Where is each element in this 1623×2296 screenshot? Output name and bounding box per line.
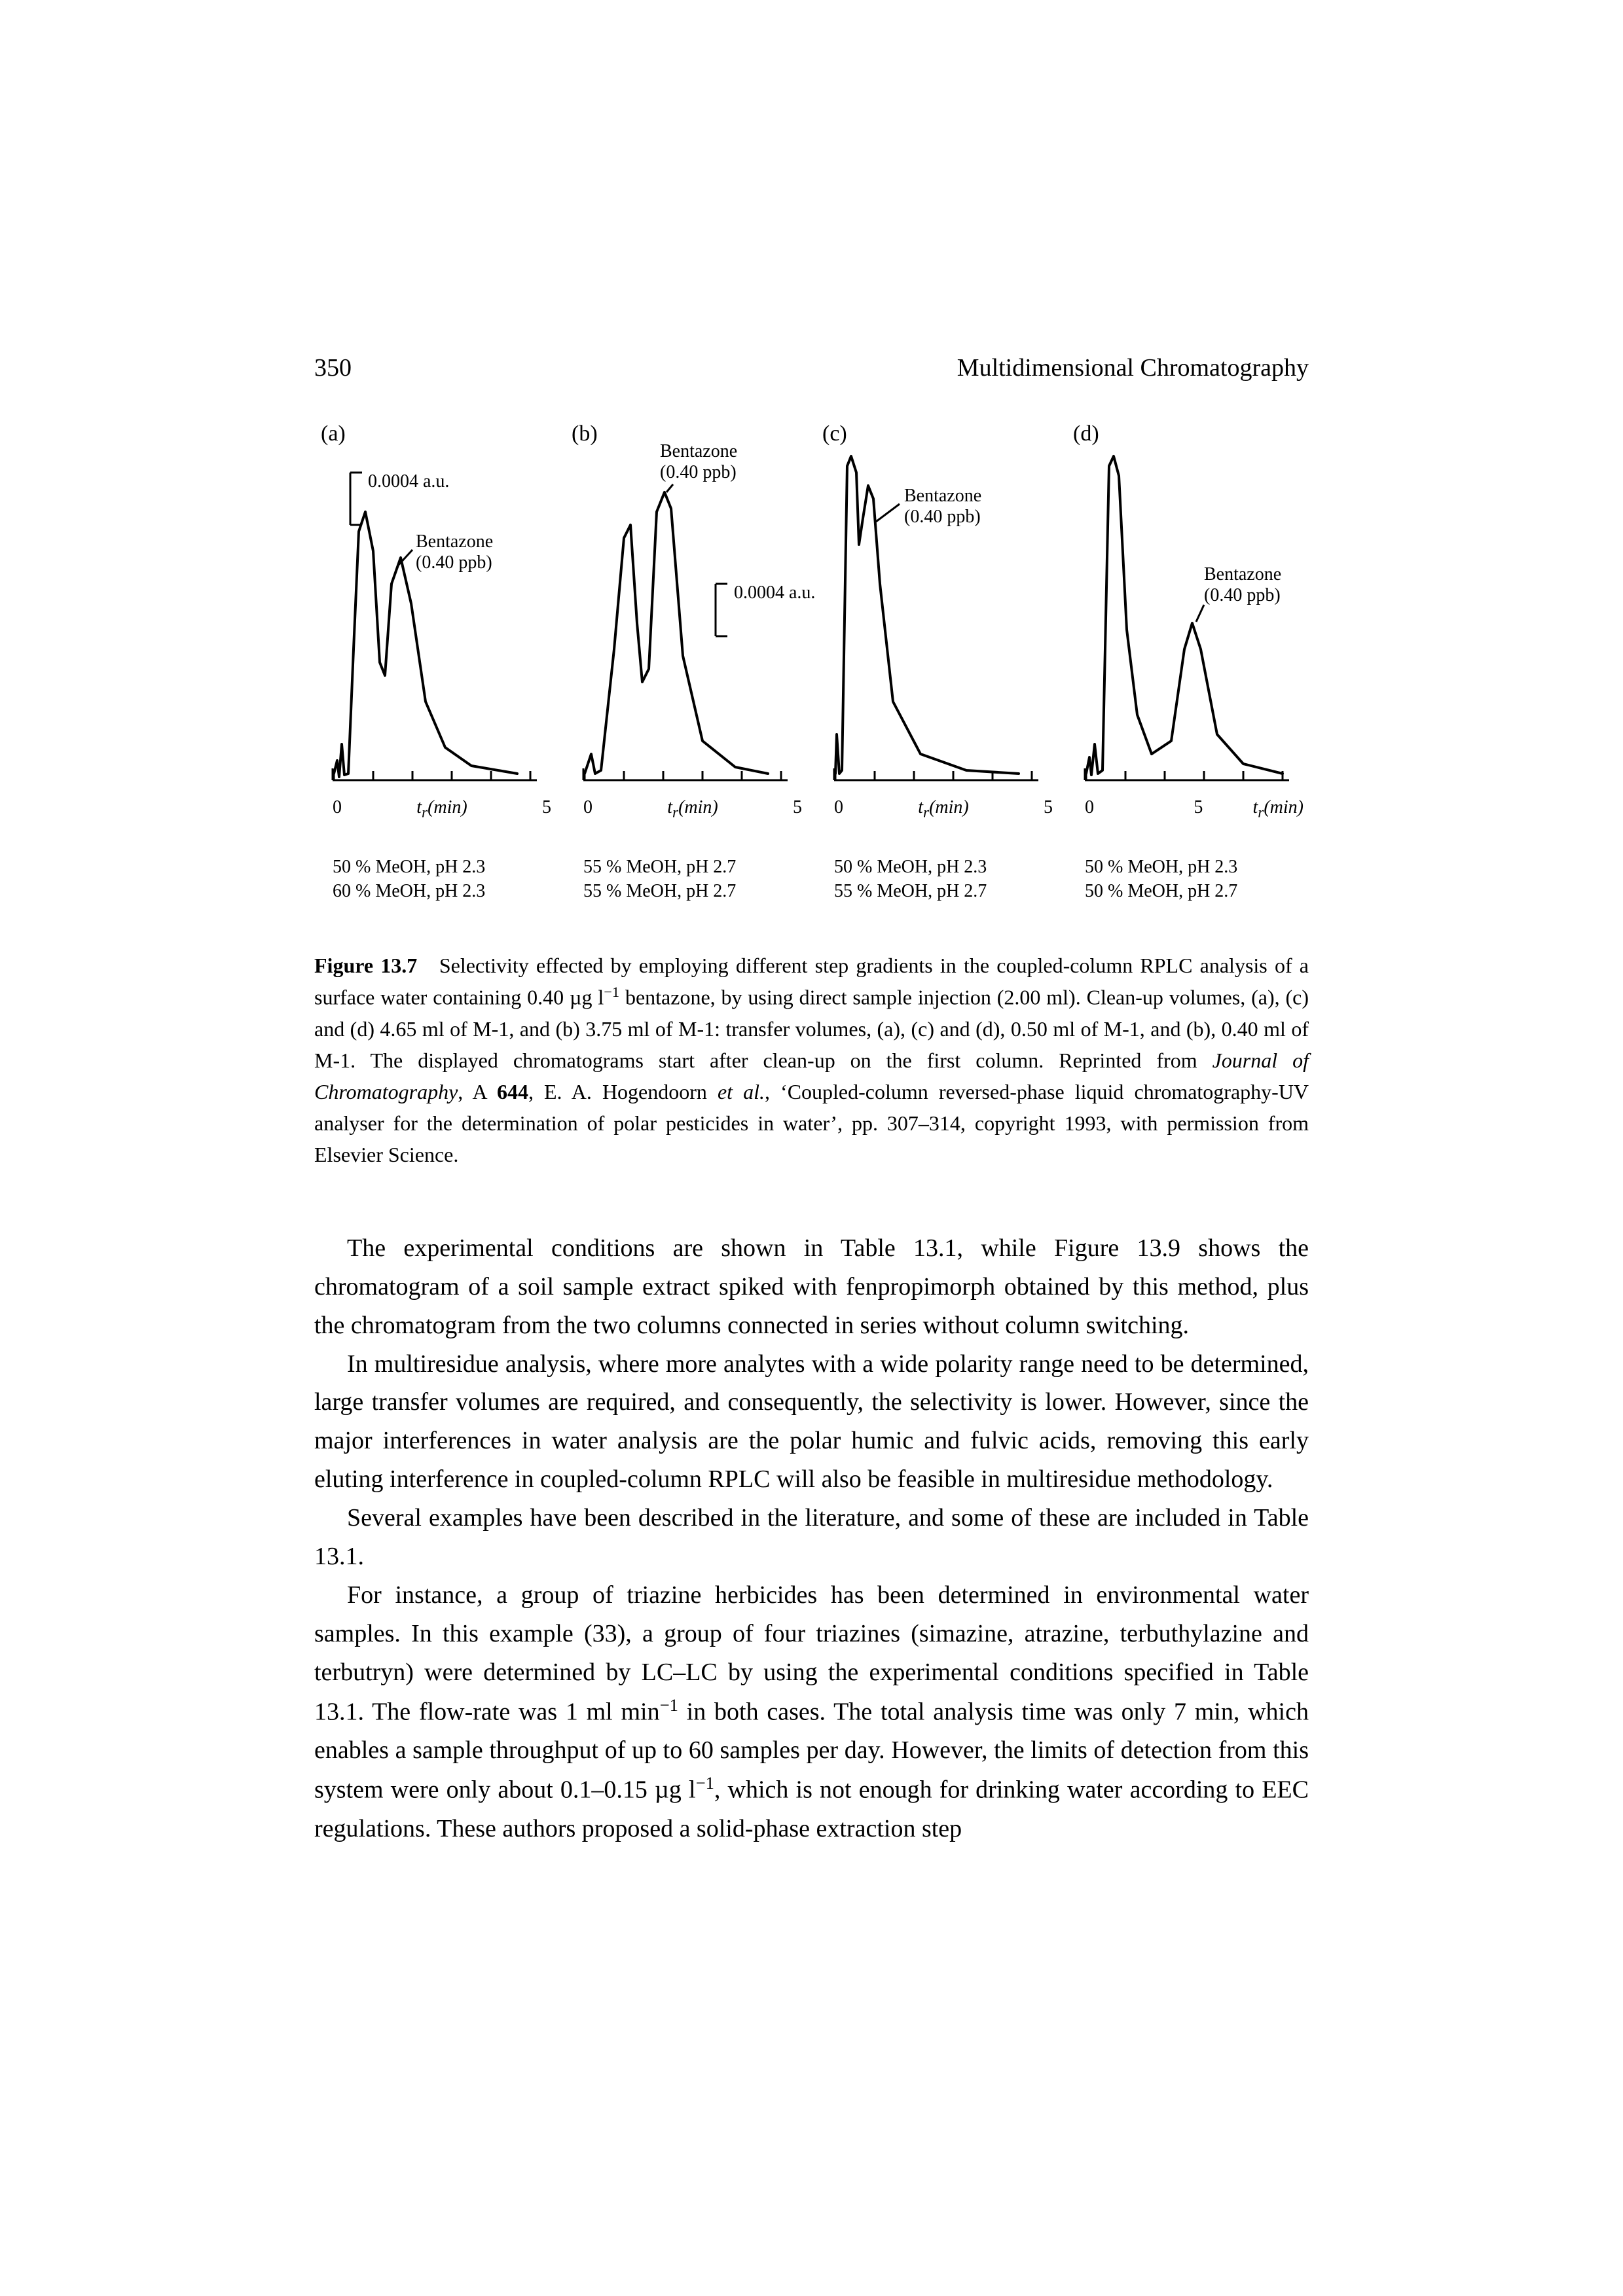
- scale-label: 0.0004 a.u.: [734, 583, 815, 603]
- caption-sup: −1: [604, 984, 619, 1000]
- caption-vol: 644: [497, 1080, 528, 1103]
- x-axis-labels: 0tr(min)5: [816, 797, 1058, 822]
- panel-conditions: 50 % MeOH, pH 2.360 % MeOH, pH 2.3: [314, 855, 556, 905]
- chromatogram: Bentazone(0.40 ppb): [816, 453, 1058, 793]
- panel-conditions: 50 % MeOH, pH 2.355 % MeOH, pH 2.7: [816, 855, 1058, 905]
- p4-sup2: −1: [696, 1773, 714, 1793]
- paragraph-4: For instance, a group of triazine herbic…: [314, 1576, 1309, 1848]
- panel-conditions: 50 % MeOH, pH 2.350 % MeOH, pH 2.7: [1067, 855, 1309, 905]
- x-axis-labels: 0tr(min)5: [565, 797, 807, 822]
- figure-panel-4: (d) Bentazone(0.40 ppb) 05tr(min) 50 % MeOH…: [1067, 422, 1309, 904]
- page: 350 Multidimensional Chromatography (a) 0…: [0, 0, 1623, 2296]
- peak-label: Bentazone(0.40 ppb): [416, 531, 493, 573]
- figure-panel-3: (c) Bentazone(0.40 ppb) 0tr(min)5 50 % MeOH…: [816, 422, 1058, 904]
- panel-label: (a): [314, 422, 556, 446]
- panel-conditions: 55 % MeOH, pH 2.755 % MeOH, pH 2.7: [565, 855, 807, 905]
- x-axis-labels: 0tr(min)5: [314, 797, 556, 822]
- chromatogram: 0.0004 a.u.Bentazone(0.40 ppb): [565, 453, 807, 793]
- figure-13-7: (a) 0.0004 a.u. Bentazone(0.40 ppb) 0tr(min…: [314, 422, 1309, 1170]
- chromatogram: Bentazone(0.40 ppb): [1067, 453, 1309, 793]
- body-text: The experimental conditions are shown in…: [314, 1229, 1309, 1848]
- panel-label: (c): [816, 422, 1058, 446]
- panel-label: (d): [1067, 422, 1309, 446]
- paragraph-3: Several examples have been described in …: [314, 1499, 1309, 1576]
- figure-caption: Figure 13.7 Selectivity effected by empl…: [314, 950, 1309, 1170]
- figure-panel-1: (a) 0.0004 a.u. Bentazone(0.40 ppb) 0tr(min…: [314, 422, 556, 904]
- scale-label: 0.0004 a.u.: [368, 471, 449, 492]
- paragraph-1: The experimental conditions are shown in…: [314, 1229, 1309, 1345]
- peak-label: Bentazone(0.40 ppb): [660, 441, 737, 483]
- caption-etal: et al.: [718, 1080, 765, 1103]
- figure-panels: (a) 0.0004 a.u. Bentazone(0.40 ppb) 0tr(min…: [314, 422, 1309, 904]
- figure-label: Figure 13.7: [314, 954, 417, 977]
- paragraph-2: In multiresidue analysis, where more ana…: [314, 1345, 1309, 1499]
- running-head: Multidimensional Chromatography: [957, 353, 1309, 382]
- chromatogram: 0.0004 a.u. Bentazone(0.40 ppb): [314, 453, 556, 793]
- p4-sup1: −1: [660, 1695, 678, 1715]
- caption-text-6: , E. A. Hogendoorn: [528, 1080, 718, 1103]
- peak-label: Bentazone(0.40 ppb): [1204, 564, 1281, 606]
- peak-label: Bentazone(0.40 ppb): [904, 486, 981, 528]
- figure-panel-2: (b)0.0004 a.u.Bentazone(0.40 ppb)0tr(min…: [565, 422, 807, 904]
- page-number: 350: [314, 353, 352, 382]
- caption-text-4: , A: [458, 1080, 497, 1103]
- x-axis-labels: 05tr(min): [1067, 797, 1309, 822]
- running-head-row: 350 Multidimensional Chromatography: [314, 353, 1309, 382]
